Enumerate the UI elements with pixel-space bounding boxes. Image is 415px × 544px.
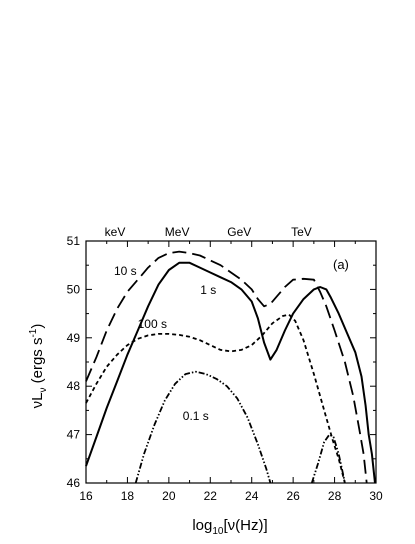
series-line-100-s: [85, 313, 346, 484]
y-tick-label: 50: [67, 282, 81, 296]
series-line-1-s: [85, 261, 376, 484]
series-label: 100 s: [138, 317, 167, 331]
series-line-10-s: [85, 250, 368, 484]
series-curves: [85, 250, 376, 484]
x-tick-label: 26: [286, 489, 300, 503]
series-label: 1 s: [200, 283, 216, 297]
energy-band-label: TeV: [291, 225, 312, 239]
series-label: 0.1 s: [183, 409, 209, 423]
x-tick-label: 16: [79, 489, 93, 503]
y-tick-label: 49: [67, 331, 81, 345]
axis-labels: 16 18 20 22 24 26 28 30 46 47 48 49 50 51 keV MeV GeV TeV: [67, 225, 383, 503]
y-axis-title-units: (ergs s: [29, 338, 46, 388]
energy-band-label: GeV: [227, 225, 251, 239]
x-tick-label: 18: [121, 489, 135, 503]
y-tick-label: 51: [67, 234, 81, 248]
x-tick-label: 22: [204, 489, 218, 503]
series-line-0-1-s: [134, 370, 272, 484]
y-tick-label: 47: [67, 428, 81, 442]
x-axis-title-log: log: [192, 517, 212, 534]
y-axis-title: νLν (ergs s-1): [28, 324, 49, 409]
panel-label: (a): [333, 257, 349, 272]
y-axis-title-superscript: -1: [28, 328, 39, 337]
energy-band-label: keV: [105, 225, 126, 239]
axis-ticks: [85, 240, 377, 484]
series-line-0-1-s: [310, 433, 346, 484]
y-axis-title-subscript: ν: [38, 388, 49, 393]
x-tick-label: 24: [245, 489, 259, 503]
y-axis-title-nuL: νL: [29, 393, 46, 409]
x-tick-label: 20: [162, 489, 176, 503]
x-axis-title-subscript: 10: [212, 526, 224, 537]
x-axis-title: log10[ν(Hz)]: [192, 517, 267, 537]
energy-band-label: MeV: [165, 225, 190, 239]
x-axis-title-units: [ν(Hz)]: [223, 517, 267, 534]
y-tick-label: 46: [67, 476, 81, 490]
y-tick-label: 48: [67, 379, 81, 393]
x-tick-label: 28: [328, 489, 342, 503]
x-tick-label: 30: [369, 489, 383, 503]
series-label: 10 s: [114, 264, 137, 278]
series-labels: 0.1 s 1 s 10 s 100 s: [114, 264, 216, 423]
y-axis-title-close: ): [29, 324, 46, 329]
